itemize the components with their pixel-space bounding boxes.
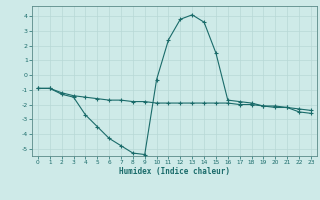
X-axis label: Humidex (Indice chaleur): Humidex (Indice chaleur) — [119, 167, 230, 176]
